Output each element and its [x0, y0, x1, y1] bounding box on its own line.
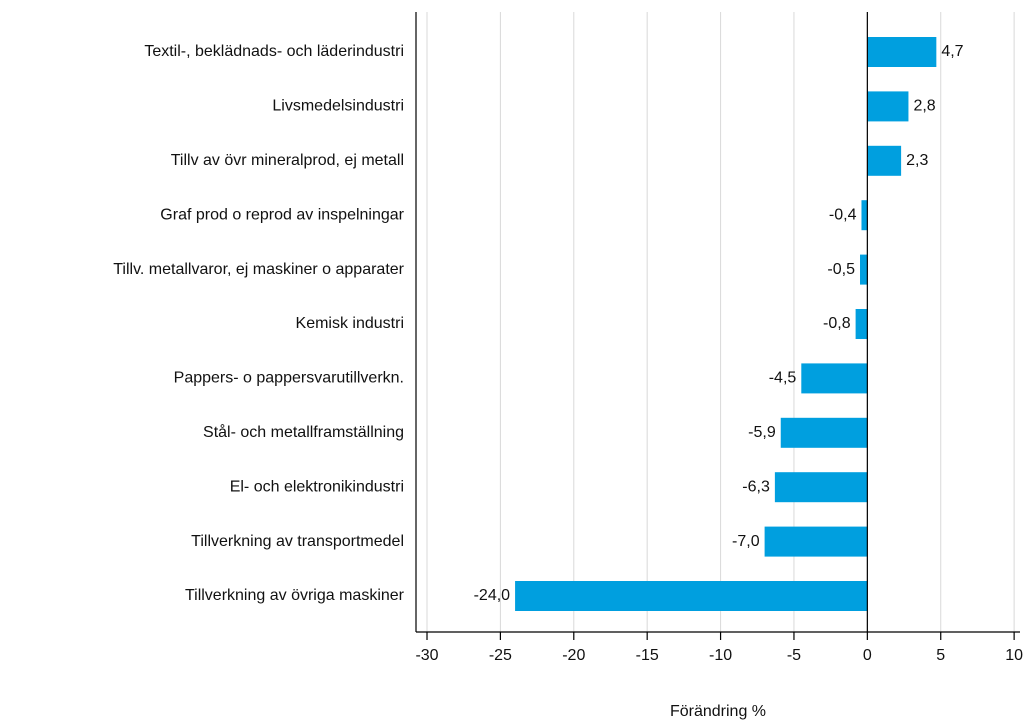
bar [860, 254, 868, 285]
value-label: 4,7 [941, 43, 963, 60]
value-label: -4,5 [769, 370, 797, 387]
bar [867, 145, 902, 176]
value-label: -5,9 [748, 424, 776, 441]
value-label: -7,0 [732, 533, 760, 550]
y-tick-label: Tillv av övr mineralprod, ej metall [171, 152, 404, 169]
value-label: -0,4 [829, 206, 857, 223]
y-tick-label: Pappers- o pappersvarutillverkn. [174, 370, 404, 387]
x-tick-label: 0 [863, 647, 872, 664]
x-tick-label: 5 [936, 647, 945, 664]
value-label: 2,3 [906, 152, 928, 169]
y-tick-label: Tillverkning av övriga maskiner [185, 587, 405, 604]
bar [867, 37, 937, 67]
x-tick-label: -30 [415, 647, 438, 664]
y-tick-label: Textil-, beklädnads- och läderindustri [144, 43, 404, 60]
y-tick-label: Stål- och metallframställning [203, 423, 404, 441]
y-tick-label: Livsmedelsindustri [272, 98, 404, 115]
x-tick-label: -15 [636, 647, 659, 664]
bar [861, 200, 868, 231]
bar [774, 472, 868, 503]
bar [855, 309, 868, 339]
y-tick-label: Tillverkning av transportmedel [191, 533, 404, 550]
x-tick-label: -5 [787, 647, 801, 664]
x-tick-label: -10 [709, 647, 732, 664]
bar [515, 581, 868, 611]
x-axis-label: Förändring % [670, 703, 766, 720]
bar [764, 526, 868, 557]
y-tick-label: Kemisk industri [296, 315, 404, 332]
x-tick-label: 10 [1005, 647, 1023, 664]
bar [867, 91, 909, 122]
x-tick-label: -20 [562, 647, 585, 664]
x-tick-label: -25 [489, 647, 512, 664]
value-label: -0,5 [827, 261, 855, 278]
y-tick-label: Tillv. metallvaror, ej maskiner o appara… [113, 261, 404, 278]
y-tick-label: Graf prod o reprod av inspelningar [160, 206, 404, 223]
bar [780, 417, 868, 448]
value-label: -6,3 [742, 478, 770, 495]
bar [801, 363, 868, 394]
value-label: -0,8 [823, 315, 851, 332]
y-tick-label: El- och elektronikindustri [230, 478, 404, 495]
value-label: 2,8 [913, 98, 935, 115]
value-label: -24,0 [474, 587, 511, 604]
